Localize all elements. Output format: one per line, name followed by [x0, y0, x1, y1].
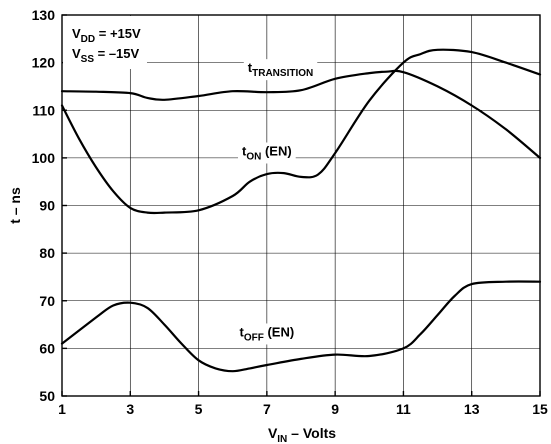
series-line-1 [60, 69, 542, 159]
condition-line: VDD = +15V [72, 26, 141, 45]
series-label-2: tON (EN) [242, 143, 292, 162]
x-tick-label: 7 [263, 401, 271, 417]
series-line-2 [60, 48, 542, 215]
y-tick-label: 70 [39, 293, 55, 309]
series-line-3 [60, 280, 542, 373]
y-tick-label: 120 [32, 55, 56, 71]
y-tick-label: 110 [32, 102, 55, 118]
x-tick-label: 15 [532, 401, 548, 417]
y-tick-label: 130 [32, 7, 56, 23]
series-label-backdrop [243, 59, 318, 81]
x-tick-label: 5 [195, 401, 203, 417]
series-label-3: tOFF (EN) [240, 324, 295, 343]
x-tick-label: 11 [396, 401, 411, 417]
y-axis-label: t – ns [7, 187, 23, 224]
y-tick-label: 80 [39, 245, 55, 261]
x-tick-label: 3 [126, 401, 134, 417]
condition-line: VSS = –15V [72, 46, 140, 65]
conditions-backdrop [63, 16, 147, 69]
series-label-backdrop [238, 142, 296, 164]
y-tick-label: 100 [32, 150, 56, 166]
x-tick-label: 13 [464, 401, 480, 417]
data-series [60, 48, 542, 373]
series-label-backdrop [235, 323, 299, 345]
x-axis-label: VIN – Volts [268, 425, 336, 444]
y-tick-label: 90 [39, 198, 55, 214]
x-tick-label: 1 [58, 401, 66, 417]
series-label-1: tTRANSITION [248, 60, 313, 79]
x-tick-label: 9 [331, 401, 339, 417]
annotations: tTRANSITION tON (EN) tOFF (EN) VDD = +15VVS… [63, 16, 318, 345]
y-tick-label: 60 [39, 340, 55, 356]
y-tick-label: 50 [39, 388, 55, 404]
